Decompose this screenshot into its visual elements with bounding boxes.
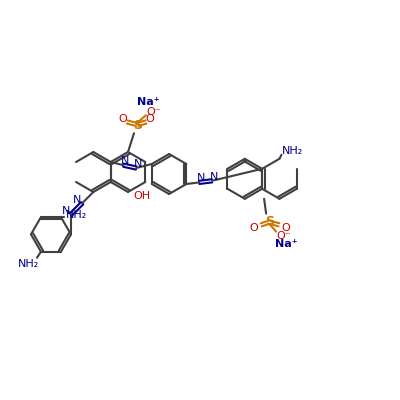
Text: OH: OH [134, 191, 150, 201]
Text: N: N [134, 159, 142, 169]
Text: O: O [146, 114, 154, 124]
Text: N: N [121, 156, 129, 166]
Text: S: S [133, 119, 142, 132]
Text: N: N [62, 206, 70, 216]
Text: NH₂: NH₂ [282, 146, 303, 156]
Text: N: N [197, 174, 205, 183]
Text: O⁻: O⁻ [146, 108, 160, 118]
Text: O: O [250, 222, 258, 233]
Text: NH₂: NH₂ [66, 210, 87, 220]
Text: Na⁺: Na⁺ [275, 239, 298, 250]
Text: N: N [210, 172, 218, 182]
Text: O: O [282, 222, 290, 233]
Text: Na⁺: Na⁺ [137, 97, 159, 107]
Text: O⁻: O⁻ [276, 230, 291, 241]
Text: N: N [73, 195, 82, 205]
Text: NH₂: NH₂ [18, 259, 40, 269]
Text: O: O [119, 114, 128, 124]
Text: S: S [265, 215, 274, 228]
